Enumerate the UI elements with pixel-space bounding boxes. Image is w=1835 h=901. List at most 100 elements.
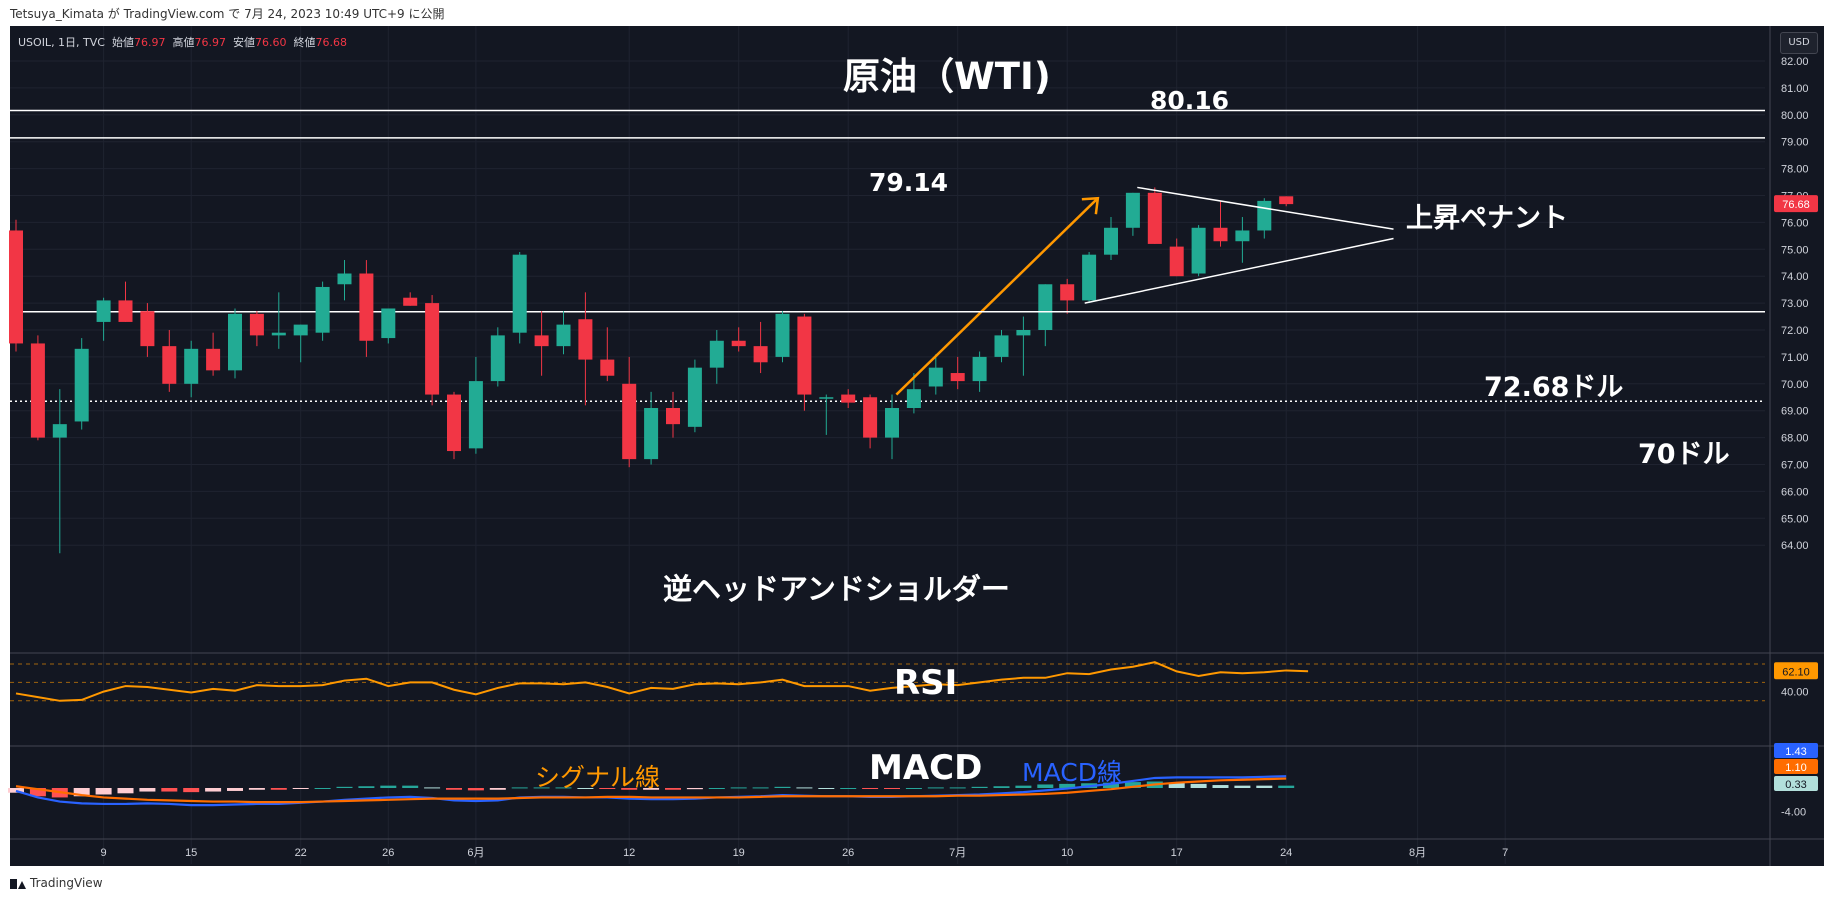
candle-body[interactable] — [1147, 192, 1162, 244]
candle-body[interactable] — [1082, 254, 1097, 301]
candle-body[interactable] — [1169, 246, 1184, 277]
candle-body[interactable] — [403, 297, 418, 306]
price-tick-label: 67.00 — [1781, 460, 1809, 472]
candle-body[interactable] — [512, 254, 527, 333]
candle-body[interactable] — [490, 335, 505, 382]
candle-body[interactable] — [534, 335, 549, 347]
candle-body[interactable] — [950, 373, 965, 382]
candle-body[interactable] — [994, 335, 1009, 357]
candle-body[interactable] — [140, 311, 155, 347]
candle-body[interactable] — [1016, 330, 1031, 336]
candle-body[interactable] — [271, 332, 286, 336]
macd-annotation: MACD — [869, 748, 983, 788]
candle-body[interactable] — [381, 308, 396, 339]
rsi-annotation: RSI — [894, 663, 958, 703]
macd-histogram-bar — [183, 788, 200, 793]
macd-histogram-bar — [314, 788, 331, 789]
candle-body[interactable] — [359, 273, 374, 341]
currency-button[interactable]: USD — [1780, 32, 1818, 54]
candle-body[interactable] — [687, 367, 702, 427]
macd-histogram-bar — [29, 788, 46, 797]
candle-body[interactable] — [863, 397, 878, 438]
time-tick-label: 17 — [1171, 847, 1183, 859]
candle-body[interactable] — [1191, 227, 1206, 274]
candle-body[interactable] — [468, 381, 483, 449]
candle-body[interactable] — [30, 343, 45, 438]
candle-body[interactable] — [731, 340, 746, 347]
tradingview-logo[interactable]: TradingView — [10, 876, 103, 890]
candle-body[interactable] — [1125, 192, 1140, 228]
candle-body[interactable] — [797, 316, 812, 395]
candle-body[interactable] — [9, 230, 23, 344]
price-tick-label: 80.00 — [1781, 110, 1809, 122]
candle-body[interactable] — [1235, 230, 1250, 242]
candle-body[interactable] — [1213, 227, 1228, 242]
candle-body[interactable] — [74, 348, 89, 422]
candle-body[interactable] — [841, 394, 856, 403]
price-tick-label: 76.00 — [1781, 217, 1809, 229]
candle-body[interactable] — [972, 356, 987, 382]
price-tick-label: 74.00 — [1781, 271, 1809, 283]
candle-body[interactable] — [775, 313, 790, 357]
candle-body[interactable] — [337, 273, 352, 285]
candle-body[interactable] — [447, 394, 461, 452]
candle-body[interactable] — [228, 313, 242, 371]
candle-body[interactable] — [644, 408, 659, 460]
macd-value-tag-bg — [1774, 776, 1818, 791]
candle-body[interactable] — [906, 389, 921, 409]
open-label: 始値 — [111, 36, 134, 49]
candle-body[interactable] — [96, 300, 111, 322]
candle-body[interactable] — [184, 348, 199, 384]
signal-line[interactable] — [15, 777, 1287, 804]
macd-line[interactable] — [15, 775, 1287, 807]
high-label: 高値 — [172, 36, 195, 49]
macd-value-tag-bg — [1774, 759, 1818, 774]
candle-body[interactable] — [293, 324, 308, 336]
macd-histogram-bar — [380, 785, 397, 788]
candle-body[interactable] — [753, 346, 768, 363]
trend-arrow-line[interactable] — [895, 197, 1099, 396]
candle-body[interactable] — [249, 313, 264, 336]
price-tick-label: 66.00 — [1781, 486, 1809, 498]
pennant-lower-line[interactable] — [1084, 237, 1394, 304]
time-tick-label: 7 — [1502, 847, 1508, 859]
chart-frame — [10, 26, 1824, 866]
macd-histogram-bar — [402, 785, 419, 788]
candle-body[interactable] — [206, 348, 221, 371]
candle-body[interactable] — [709, 340, 724, 368]
candle-body[interactable] — [425, 303, 440, 395]
macd-histogram-bar — [1190, 783, 1207, 788]
symbol-label[interactable]: USOIL, 1日, TVC — [18, 36, 105, 49]
candle-body[interactable] — [928, 367, 943, 387]
macd-value-tag-bg — [1774, 743, 1818, 758]
candle-body[interactable] — [1279, 196, 1294, 205]
close-value: 76.68 — [315, 36, 347, 49]
rsi-line[interactable] — [15, 661, 1309, 702]
price-tick-label: 78.00 — [1781, 164, 1809, 176]
candle-body[interactable] — [622, 383, 637, 460]
candle-body[interactable] — [52, 424, 67, 438]
time-tick-label: 6月 — [467, 847, 484, 859]
macd-histogram-bar — [927, 787, 944, 789]
macd-histogram-bar — [117, 788, 134, 794]
candle-body[interactable] — [1060, 284, 1075, 301]
level-70-annotation: 70ドル — [1638, 439, 1730, 470]
candle-body[interactable] — [315, 286, 330, 333]
candle-body[interactable] — [1257, 200, 1272, 231]
last-price-tag-bg — [1774, 195, 1818, 213]
candle-body[interactable] — [578, 319, 593, 360]
price-tick-label: 79.00 — [1781, 137, 1809, 149]
candle-body[interactable] — [600, 359, 615, 376]
candle-body[interactable] — [666, 408, 680, 425]
candle-body[interactable] — [1104, 227, 1118, 255]
time-tick-label: 10 — [1061, 847, 1073, 859]
candle-body[interactable] — [1038, 284, 1053, 330]
candle-body[interactable] — [162, 346, 177, 384]
candle-body[interactable] — [556, 324, 571, 347]
pennant-upper-line[interactable] — [1137, 186, 1394, 230]
candle-body[interactable] — [819, 397, 834, 399]
candle-body[interactable] — [118, 300, 133, 322]
rsi-value-tag: 62.10 — [1782, 666, 1810, 678]
candle-body[interactable] — [885, 408, 899, 438]
